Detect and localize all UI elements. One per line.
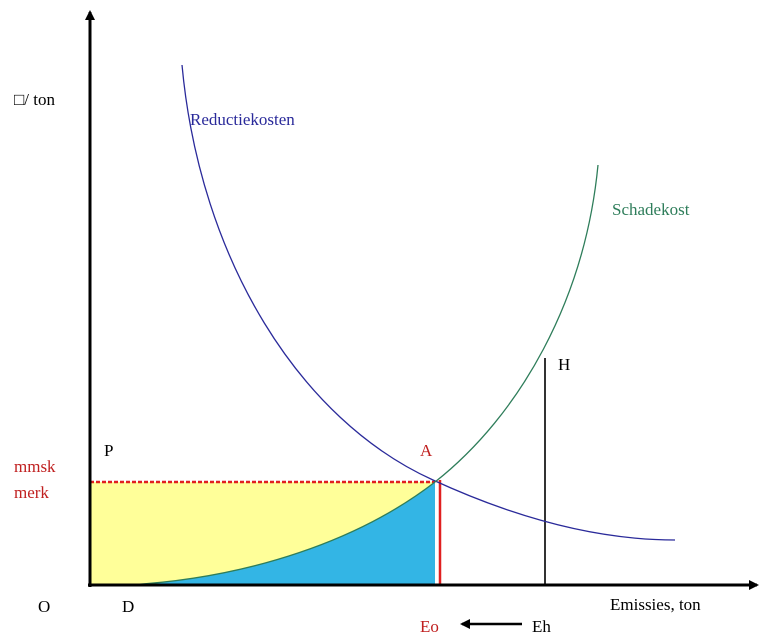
point-label: H <box>558 355 570 374</box>
curve-label: Reductiekosten <box>190 110 295 129</box>
curve-label: Schadekost <box>612 200 690 219</box>
price-label: merk <box>14 483 49 502</box>
point-label: Eo <box>420 617 439 636</box>
reduction-curve <box>181 64 676 541</box>
damage-curve <box>127 164 599 586</box>
point-label: A <box>420 441 433 460</box>
point-label: D <box>122 597 134 616</box>
price-label: mmsk <box>14 457 56 476</box>
damage-area <box>128 482 435 585</box>
point-label: Eh <box>532 617 551 636</box>
point-label: O <box>38 597 50 616</box>
point-label: P <box>104 441 113 460</box>
y-axis-label: □/ ton <box>14 90 55 109</box>
x-axis-label: Emissies, ton <box>610 595 701 614</box>
